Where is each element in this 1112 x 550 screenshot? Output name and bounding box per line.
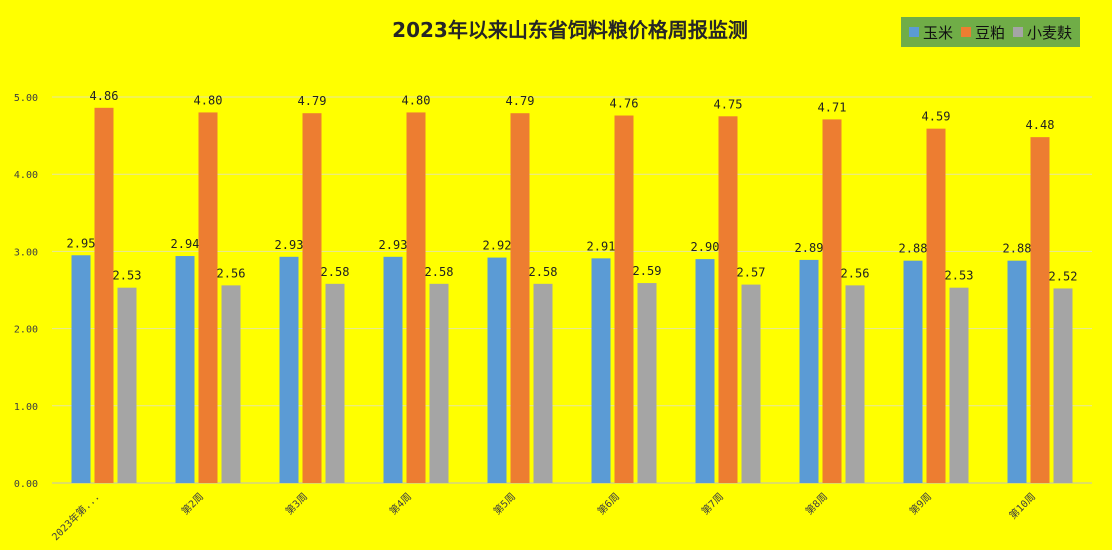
chart-title: 2023年以来山东省饲料粮价格周报监测 bbox=[392, 18, 748, 42]
bar bbox=[1053, 288, 1073, 483]
legend-item-bran: 小麦麸 bbox=[1012, 22, 1072, 43]
data-label: 4.79 bbox=[298, 94, 327, 108]
bar bbox=[1007, 260, 1027, 483]
data-label: 2.52 bbox=[1049, 269, 1078, 283]
data-label: 2.92 bbox=[483, 239, 512, 253]
data-label: 4.75 bbox=[714, 97, 743, 111]
bar bbox=[637, 283, 657, 483]
data-label: 2.59 bbox=[633, 264, 662, 278]
bar bbox=[718, 116, 738, 484]
bar bbox=[926, 128, 946, 484]
legend-label-corn: 玉米 bbox=[922, 23, 953, 42]
bar bbox=[487, 257, 507, 483]
data-label: 2.95 bbox=[67, 236, 96, 250]
data-label: 2.58 bbox=[529, 265, 558, 279]
bar bbox=[429, 283, 449, 483]
data-label: 4.76 bbox=[610, 97, 639, 111]
bar bbox=[1030, 137, 1050, 484]
data-label: 2.58 bbox=[425, 265, 454, 279]
data-label: 2.88 bbox=[899, 242, 928, 256]
y-tick-label: 5.00 bbox=[14, 93, 38, 104]
data-label: 2.93 bbox=[379, 238, 408, 252]
legend-item-corn: 玉米 bbox=[908, 22, 953, 43]
data-label: 2.53 bbox=[945, 269, 974, 283]
data-label: 4.48 bbox=[1026, 118, 1055, 132]
data-label: 2.56 bbox=[217, 266, 246, 280]
data-label: 4.80 bbox=[402, 93, 431, 107]
bar bbox=[510, 113, 530, 483]
data-label: 4.79 bbox=[506, 94, 535, 108]
x-tick-label: 第10周 bbox=[1006, 490, 1038, 522]
data-label: 2.56 bbox=[841, 266, 870, 280]
legend-swatch-corn bbox=[908, 27, 919, 37]
bar bbox=[406, 112, 426, 483]
y-tick-label: 0.00 bbox=[14, 479, 38, 490]
bar bbox=[695, 259, 715, 483]
data-label: 4.80 bbox=[194, 93, 223, 107]
legend-label-bran: 小麦麸 bbox=[1026, 23, 1072, 42]
x-tick-label: 第2周 bbox=[179, 490, 207, 518]
x-tick-label: 2023年第... bbox=[49, 490, 102, 543]
bar bbox=[198, 112, 218, 483]
bar bbox=[741, 284, 761, 483]
data-label: 4.59 bbox=[922, 110, 951, 124]
bar bbox=[325, 283, 345, 483]
data-label: 2.90 bbox=[691, 240, 720, 254]
bar bbox=[533, 283, 553, 483]
bar bbox=[221, 285, 241, 483]
bar bbox=[903, 260, 923, 483]
legend-item-soymeal: 豆粕 bbox=[960, 22, 1005, 43]
bar bbox=[94, 107, 114, 484]
x-tick-label: 第7周 bbox=[699, 490, 727, 518]
data-label: 2.57 bbox=[737, 266, 766, 280]
bar bbox=[302, 113, 322, 483]
bar bbox=[614, 115, 634, 483]
bar bbox=[175, 256, 195, 483]
data-label: 2.53 bbox=[113, 269, 142, 283]
x-tick-label: 第5周 bbox=[491, 490, 519, 518]
x-tick-label: 第3周 bbox=[283, 490, 311, 518]
data-label: 2.89 bbox=[795, 241, 824, 255]
data-label: 4.86 bbox=[90, 89, 119, 103]
x-tick-label: 第4周 bbox=[387, 490, 415, 518]
data-label: 2.93 bbox=[275, 238, 304, 252]
legend: 玉米 豆粕 小麦麸 bbox=[901, 17, 1080, 47]
data-label: 2.94 bbox=[171, 237, 200, 251]
y-tick-label: 4.00 bbox=[14, 170, 38, 181]
x-tick-label: 第9周 bbox=[907, 490, 935, 518]
y-tick-label: 2.00 bbox=[14, 325, 38, 336]
bar bbox=[845, 285, 865, 483]
data-label: 4.71 bbox=[818, 100, 847, 114]
data-label: 2.58 bbox=[321, 265, 350, 279]
x-tick-label: 第8周 bbox=[803, 490, 831, 518]
y-tick-label: 1.00 bbox=[14, 402, 38, 413]
data-label: 2.88 bbox=[1003, 242, 1032, 256]
bar bbox=[591, 258, 611, 483]
bar bbox=[383, 256, 403, 483]
legend-swatch-soymeal bbox=[960, 27, 971, 37]
data-label: 2.91 bbox=[587, 239, 616, 253]
legend-label-soymeal: 豆粕 bbox=[974, 23, 1005, 42]
bar bbox=[117, 287, 137, 483]
bar bbox=[822, 119, 842, 483]
y-tick-label: 3.00 bbox=[14, 247, 38, 258]
bar bbox=[279, 256, 299, 483]
x-tick-label: 第6周 bbox=[595, 490, 623, 518]
bar bbox=[949, 287, 969, 483]
legend-swatch-bran bbox=[1012, 27, 1023, 37]
bar bbox=[799, 259, 819, 483]
bar bbox=[71, 255, 91, 483]
